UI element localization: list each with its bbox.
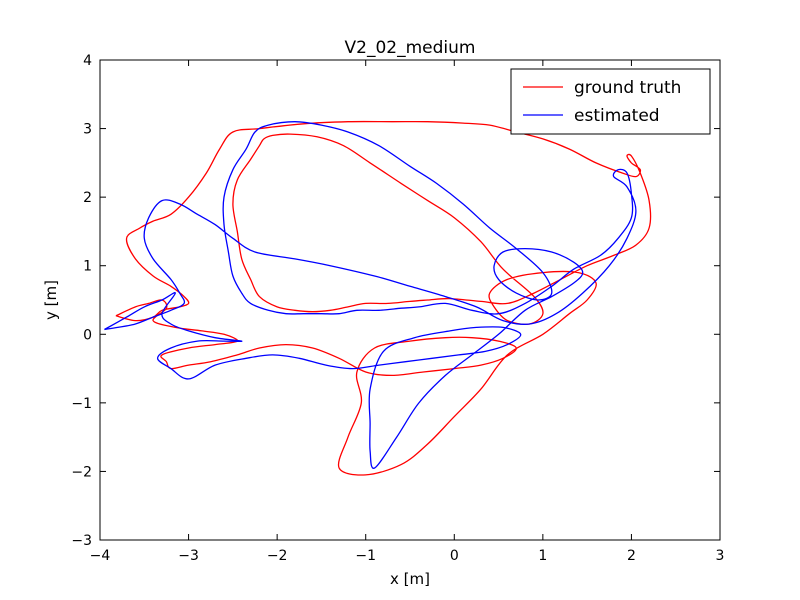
y-tick-label: −1 bbox=[71, 396, 92, 412]
y-axis-label: y [m] bbox=[42, 280, 60, 320]
chart-title: V2_02_medium bbox=[345, 38, 476, 58]
x-axis-label: x [m] bbox=[390, 570, 430, 588]
y-tick-label: −3 bbox=[71, 533, 92, 549]
x-tick-label: 3 bbox=[716, 548, 725, 564]
y-tick-label: 2 bbox=[83, 190, 92, 206]
series-layer bbox=[104, 120, 652, 476]
x-tick-label: −3 bbox=[178, 548, 199, 564]
x-tick-label: −1 bbox=[355, 548, 376, 564]
x-tick-label: 1 bbox=[538, 548, 547, 564]
legend-box bbox=[510, 68, 711, 135]
plot-area bbox=[104, 120, 652, 476]
axes-frame bbox=[99, 59, 721, 541]
legend-label-ground-truth: ground truth bbox=[574, 78, 681, 98]
y-axis-ticks: −3 −2 −1 0 1 2 3 4 bbox=[71, 53, 720, 549]
x-axis-ticks: −4 −3 −2 −1 0 1 2 3 bbox=[90, 60, 725, 564]
legend-label-estimated: estimated bbox=[574, 106, 660, 126]
y-tick-label: 1 bbox=[83, 259, 92, 275]
y-tick-label: −2 bbox=[71, 464, 92, 480]
y-tick-label: 4 bbox=[83, 53, 92, 69]
x-tick-label: −4 bbox=[90, 548, 111, 564]
x-tick-label: 0 bbox=[450, 548, 459, 564]
x-tick-label: 2 bbox=[627, 548, 636, 564]
x-tick-label: −2 bbox=[267, 548, 288, 564]
series-line-estimated bbox=[104, 121, 637, 469]
y-tick-label: 0 bbox=[83, 327, 92, 343]
legend: ground truth estimated bbox=[510, 68, 711, 135]
y-tick-label: 3 bbox=[83, 122, 92, 138]
